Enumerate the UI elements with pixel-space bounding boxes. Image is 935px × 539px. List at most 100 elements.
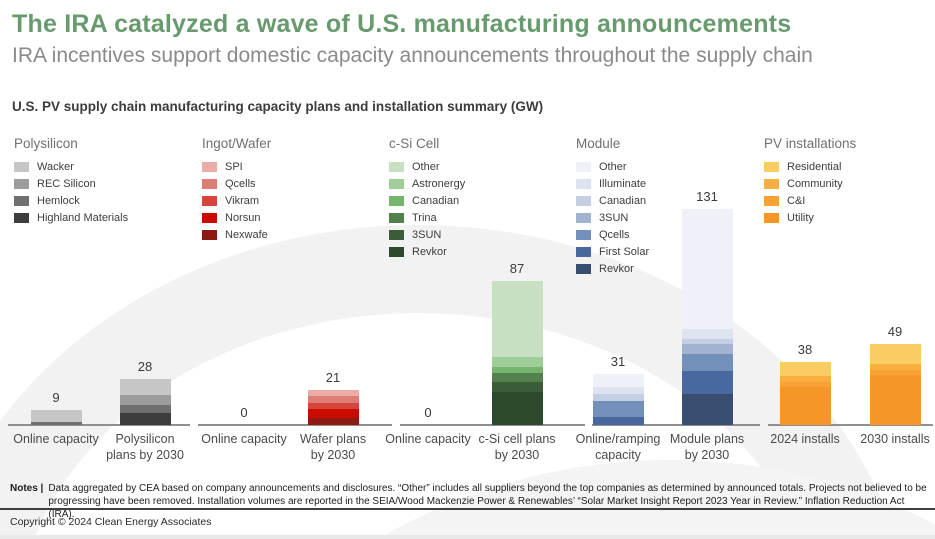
notes: Notes | Data aggregated by CEA based on … — [10, 482, 928, 521]
legend-title: Module — [576, 136, 621, 151]
legend-item-highland-materials: Highland Materials — [14, 209, 128, 226]
legend-title: Ingot/Wafer — [202, 136, 272, 151]
bar-2024-installs — [779, 362, 831, 425]
category-label: Wafer plans by 2030 — [299, 432, 367, 462]
category-label: Online capacity — [13, 432, 99, 446]
legend-label: Revkor — [412, 245, 447, 258]
legend-swatch-icon — [576, 229, 591, 240]
legend-label: Other — [412, 160, 440, 173]
bar-segment-astronergy — [491, 356, 543, 367]
bar-segment-nexwafe — [307, 418, 359, 425]
category-label: Online/ramping capacity — [575, 432, 661, 462]
bar-segment-c-i — [779, 381, 831, 387]
legend-item-astronergy: Astronergy — [389, 175, 465, 192]
legend-swatch-icon — [764, 212, 779, 223]
axis-line-c-si-cell — [400, 424, 585, 426]
legend-label: Illuminate — [599, 177, 647, 190]
legend-swatch-icon — [576, 246, 591, 257]
legend-title: PV installations — [764, 136, 857, 151]
legend-label: Qcells — [599, 228, 630, 241]
legend-swatch-icon — [576, 212, 591, 223]
legend-swatch-icon — [14, 161, 29, 172]
value-label: 28 — [137, 359, 153, 374]
value-label: 131 — [696, 189, 718, 204]
legend-item-norsun: Norsun — [202, 209, 271, 226]
legend-swatch-icon — [764, 178, 779, 189]
legend-item-3sun: 3SUN — [576, 209, 649, 226]
legend-item-spi: SPI — [202, 158, 271, 175]
bar-segment-revkor — [681, 393, 733, 426]
bar-segment-hemlock — [30, 421, 82, 425]
bar-online-capacity — [30, 410, 82, 425]
legend-pv-installations: PV installations Residential Community C&I U… — [764, 136, 856, 226]
legend-item-canadian: Canadian — [576, 192, 649, 209]
legend-module: Module Other Illuminate Canadian 3SUN Qcells F… — [576, 136, 649, 277]
legend-item-nexwafe: Nexwafe — [202, 226, 271, 243]
category-label: c-Si cell plans by 2030 — [478, 432, 556, 462]
legend-swatch-icon — [764, 195, 779, 206]
legend-item-other: Other — [576, 158, 649, 175]
legend-item-qcells: Qcells — [202, 175, 271, 192]
bar-segment-community — [779, 376, 831, 382]
legend-item-qcells: Qcells — [576, 226, 649, 243]
legend-item-wacker: Wacker — [14, 158, 128, 175]
legend-swatch-icon — [764, 161, 779, 172]
legend-title: c-Si Cell — [389, 136, 440, 151]
axis-line-polysilicon — [8, 424, 190, 426]
legend-label: Residential — [787, 160, 842, 173]
legend-swatch-icon — [389, 229, 404, 240]
legend-item-c-i: C&I — [764, 192, 856, 209]
bar-segment-spi — [307, 390, 359, 396]
legend-item-residential: Residential — [764, 158, 856, 175]
legend-label: 3SUN — [599, 211, 629, 224]
legend-label: Astronergy — [412, 177, 466, 190]
legend-label: Community — [787, 177, 843, 190]
legend-label: Revkor — [599, 262, 634, 275]
legend-swatch-icon — [202, 229, 217, 240]
category-label: 2030 installs — [860, 432, 930, 446]
legend-item-trina: Trina — [389, 209, 465, 226]
legend-item-3sun: 3SUN — [389, 226, 465, 243]
category-label: Polysilicon plans by 2030 — [106, 432, 184, 462]
bar-segment-trina — [491, 373, 543, 382]
page-title: The IRA catalyzed a wave of U.S. manufac… — [12, 10, 792, 38]
legend-label: Qcells — [225, 177, 256, 190]
copyright-text: Copyright © 2024 Clean Energy Associates — [10, 516, 212, 528]
legend-swatch-icon — [202, 161, 217, 172]
legend-label: Nexwafe — [225, 228, 268, 241]
legend-label: Wacker — [37, 160, 74, 173]
bar-segment-norsun — [307, 408, 359, 419]
legend-swatch-icon — [202, 178, 217, 189]
legend-label: Canadian — [599, 194, 647, 207]
bar-segment-utility — [869, 375, 921, 425]
bottom-edge-bar — [0, 535, 935, 539]
bar-wafer-plans-by-2030 — [307, 390, 359, 425]
bar-segment-illuminate — [681, 329, 733, 340]
bar-segment-highland-materials — [119, 412, 171, 425]
legend-item-canadian: Canadian — [389, 192, 465, 209]
footer-divider — [0, 508, 935, 510]
bar-segment-illuminate — [592, 387, 644, 394]
bar-segment-wacker — [30, 410, 82, 422]
legend-item-revkor: Revkor — [576, 260, 649, 277]
legend-label: Utility — [787, 211, 814, 224]
legend-swatch-icon — [389, 212, 404, 223]
legend-swatch-icon — [389, 178, 404, 189]
legend-item-other: Other — [389, 158, 465, 175]
bar-segment-3sun — [681, 344, 733, 355]
axis-line-module — [592, 424, 760, 426]
value-label: 87 — [509, 261, 525, 276]
bar-segment-canadian — [491, 366, 543, 374]
bar-2030-installs — [869, 344, 921, 425]
category-label: Module plans by 2030 — [669, 432, 745, 462]
bar-segment-vikram — [307, 403, 359, 409]
legend-label: Vikram — [225, 194, 260, 207]
legend-swatch-icon — [14, 195, 29, 206]
legend-item-community: Community — [764, 175, 856, 192]
notes-label: Notes | — [10, 483, 44, 494]
legend-title: Polysilicon — [14, 136, 78, 151]
legend-item-rec-silicon: REC Silicon — [14, 175, 128, 192]
bar-segment-canadian — [592, 393, 644, 402]
legend-item-vikram: Vikram — [202, 192, 271, 209]
